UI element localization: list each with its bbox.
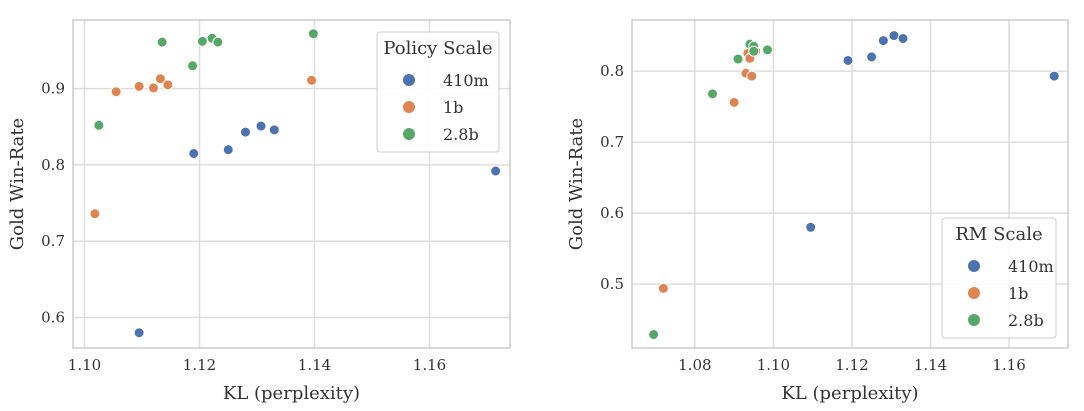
y-tick-label: 0.5	[600, 275, 624, 293]
legend-marker-1b	[967, 286, 981, 300]
x-tick-label: 1.16	[413, 356, 446, 374]
chart-panel-1: 1.10 1.12 1.14 1.16 0.6 0.7 0.8 0.9 KL (perplexi…	[7, 19, 511, 404]
y-axis-label: Gold Win-Rate	[566, 118, 587, 250]
data-point-2.8b	[307, 28, 319, 40]
data-point-2.8b	[212, 36, 224, 48]
legend-box	[941, 217, 1057, 339]
data-point-1b	[728, 96, 740, 108]
data-point-410m	[877, 35, 889, 47]
data-point-1b	[148, 82, 159, 94]
x-tick-label: 1.10	[757, 356, 790, 374]
data-point-410m	[255, 120, 267, 132]
data-point-410m	[888, 30, 900, 42]
data-point-1b	[746, 70, 758, 82]
data-point-2.8b	[748, 45, 760, 57]
data-point-1b	[154, 73, 166, 85]
data-point-410m	[268, 124, 280, 136]
data-point-2.8b	[156, 36, 168, 48]
legend-label-410m: 410m	[443, 71, 489, 90]
plot-frame	[631, 19, 1069, 349]
x-tick-label: 1.12	[835, 356, 868, 374]
legend-marker-1b	[402, 100, 416, 114]
legend-title: RM Scale	[955, 224, 1042, 245]
data-point-1b	[162, 79, 174, 91]
legend-label-2.8b: 2.8b	[443, 125, 479, 144]
legend-marker-2.8b	[967, 313, 981, 327]
y-tick-label: 0.7	[600, 133, 624, 151]
x-tick-label: 1.16	[992, 356, 1025, 374]
data-point-410m	[490, 165, 502, 177]
legend-label-1b: 1b	[443, 98, 463, 117]
data-point-410m	[133, 327, 145, 339]
data-point-2.8b	[648, 329, 660, 341]
data-point-1b	[133, 80, 145, 92]
data-point-1b	[657, 282, 669, 294]
data-point-410m	[240, 126, 251, 138]
legend-box	[376, 31, 500, 153]
y-tick-label: 0.6	[41, 308, 65, 326]
x-tick-label: 1.12	[183, 356, 216, 374]
data-point-2.8b	[707, 88, 719, 100]
legend-marker-410m	[967, 259, 981, 273]
legend: RM Scale 410m 1b 2.8b	[941, 217, 1057, 339]
data-point-2.8b	[93, 119, 105, 131]
x-tick-label: 1.14	[298, 356, 331, 374]
legend-label-1b: 1b	[1008, 284, 1028, 303]
legend: Policy Scale 410m 1b 2.8b	[376, 31, 500, 153]
y-tick-label: 0.6	[600, 204, 624, 222]
legend-title: Policy Scale	[383, 38, 492, 59]
data-point-410m	[842, 54, 854, 66]
y-tick-label: 0.7	[41, 232, 65, 250]
data-point-2.8b	[762, 44, 774, 56]
data-point-410m	[897, 32, 909, 44]
x-tick-label: 1.14	[914, 356, 947, 374]
x-axis-label: KL (perplexity)	[781, 383, 918, 404]
data-point-410m	[805, 221, 817, 233]
data-point-2.8b	[187, 60, 199, 72]
legend-marker-2.8b	[402, 127, 416, 141]
data-point-410m	[188, 147, 200, 159]
data-point-2.8b	[732, 53, 744, 65]
legend-label-410m: 410m	[1008, 257, 1054, 276]
data-point-410m	[222, 144, 234, 156]
legend-label-2.8b: 2.8b	[1008, 311, 1044, 330]
y-tick-label: 0.8	[41, 156, 65, 174]
data-point-410m	[866, 51, 878, 63]
chart-panel-2: 1.08 1.10 1.12 1.14 1.16 0.5 0.6 0.7 0.8 KL (perp…	[566, 19, 1069, 404]
plot-frame	[72, 19, 511, 349]
y-axis-label: Gold Win-Rate	[7, 118, 28, 250]
data-point-410m	[1048, 70, 1060, 82]
x-axis-label: KL (perplexity)	[223, 383, 360, 404]
y-tick-label: 0.9	[41, 80, 65, 98]
data-point-1b	[89, 208, 101, 220]
data-point-1b	[110, 86, 122, 98]
x-tick-label: 1.08	[678, 356, 711, 374]
x-tick-label: 1.10	[68, 356, 101, 374]
y-tick-label: 0.8	[600, 62, 624, 80]
data-point-1b	[306, 74, 318, 86]
data-point-2.8b	[196, 35, 208, 47]
legend-marker-410m	[402, 73, 416, 87]
